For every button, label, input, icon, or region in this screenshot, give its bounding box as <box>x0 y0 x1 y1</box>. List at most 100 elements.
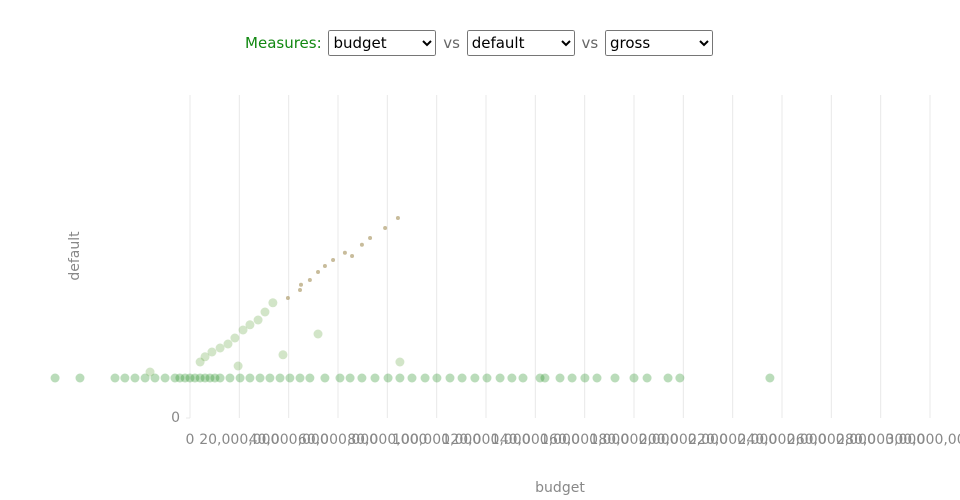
point <box>295 373 305 383</box>
point <box>407 373 417 383</box>
point <box>245 320 255 330</box>
point <box>185 373 195 383</box>
y-tick-label: 0 <box>171 410 180 426</box>
separator: vs <box>443 34 460 52</box>
point <box>160 373 170 383</box>
point <box>395 373 405 383</box>
point <box>420 373 430 383</box>
point <box>299 282 303 287</box>
point <box>555 373 565 383</box>
point <box>225 373 235 383</box>
x-tick-label: 80,000,000 <box>347 432 427 448</box>
point <box>629 373 639 383</box>
point <box>285 296 290 300</box>
point <box>180 373 190 383</box>
x-tick-label: 0 <box>186 432 195 448</box>
point <box>307 278 312 282</box>
point <box>170 373 180 383</box>
point <box>150 373 160 383</box>
point <box>145 367 155 377</box>
point <box>255 373 265 383</box>
point <box>110 373 120 383</box>
point <box>215 343 225 353</box>
point <box>200 373 210 383</box>
point <box>322 264 327 268</box>
point <box>316 270 321 274</box>
point <box>335 373 345 383</box>
x-tick-label: 280,000,000 <box>836 432 925 448</box>
point <box>50 373 60 383</box>
point <box>223 339 233 349</box>
point <box>275 373 285 383</box>
point <box>445 373 455 383</box>
x-tick-label: 300,000,000 <box>885 432 960 448</box>
point <box>642 373 652 383</box>
point <box>765 373 775 383</box>
point <box>190 373 200 383</box>
point <box>233 361 243 371</box>
controls: Measures: budget vs default vs gross <box>0 30 960 56</box>
point <box>313 329 323 339</box>
point <box>245 373 255 383</box>
point <box>320 373 330 383</box>
point <box>432 373 442 383</box>
point <box>175 373 185 383</box>
measure-select[interactable]: default <box>466 30 575 56</box>
point <box>663 373 673 383</box>
point <box>359 242 364 247</box>
measure-select[interactable]: gross <box>604 30 713 56</box>
x-tick-label: 40,000,000 <box>249 432 329 448</box>
point <box>580 373 590 383</box>
point <box>482 373 492 383</box>
point <box>518 373 528 383</box>
point <box>238 325 248 335</box>
x-tick-label: 160,000,000 <box>540 432 629 448</box>
point <box>278 350 288 360</box>
point <box>495 373 505 383</box>
measure-select[interactable]: budget <box>328 30 437 56</box>
point <box>268 298 278 308</box>
point <box>350 254 355 258</box>
point <box>195 373 205 383</box>
y-axis-label: default <box>67 231 83 281</box>
point <box>195 357 205 367</box>
point <box>215 373 225 383</box>
point <box>540 373 550 383</box>
x-tick-label: 220,000,000 <box>688 432 777 448</box>
point <box>235 373 245 383</box>
point <box>357 373 367 383</box>
x-tick-label: 120,000,000 <box>441 432 530 448</box>
point <box>305 373 315 383</box>
point <box>535 373 545 383</box>
point <box>507 373 517 383</box>
point <box>395 216 400 220</box>
point <box>383 226 388 230</box>
x-tick-label: 100,000,000 <box>392 432 481 448</box>
point <box>331 258 336 262</box>
point <box>342 250 347 255</box>
point <box>205 373 215 383</box>
point <box>140 373 150 383</box>
x-tick-label: 140,000,000 <box>491 432 580 448</box>
point <box>395 357 405 367</box>
x-tick-label: 200,000,000 <box>639 432 728 448</box>
measures-label: Measures: <box>245 34 322 52</box>
x-axis-label: budget <box>535 480 585 496</box>
point <box>200 352 210 362</box>
x-tick-label: 60,000,000 <box>298 432 378 448</box>
point <box>130 373 140 383</box>
point <box>370 373 380 383</box>
point <box>75 373 85 383</box>
separator: vs <box>581 34 599 52</box>
point <box>260 307 270 317</box>
point <box>610 373 620 383</box>
point <box>120 373 130 383</box>
point <box>230 333 240 343</box>
point <box>592 373 602 383</box>
point <box>383 373 393 383</box>
point <box>210 373 220 383</box>
point <box>253 315 263 325</box>
point <box>345 373 355 383</box>
point <box>457 373 467 383</box>
